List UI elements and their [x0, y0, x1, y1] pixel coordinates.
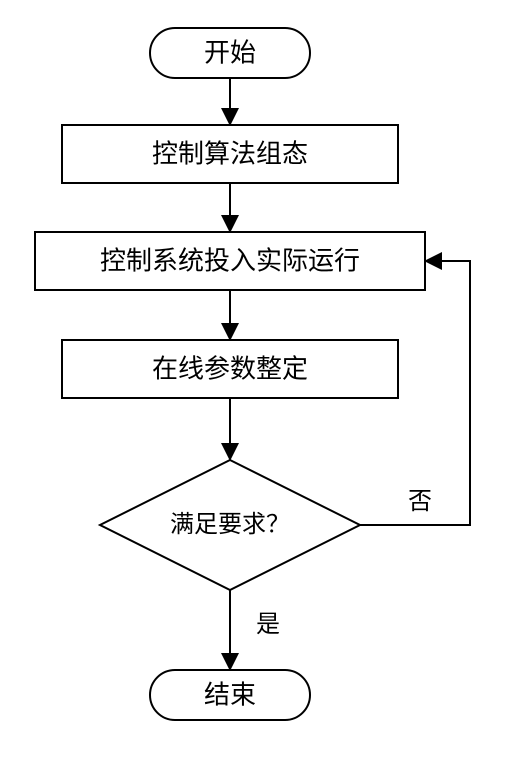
step1-label: 控制算法组态 — [152, 140, 308, 169]
decision-node: 满足要求？ — [100, 460, 360, 590]
edge-decision-yes: 是 — [230, 590, 280, 668]
yes-label: 是 — [256, 612, 280, 638]
step3-label: 在线参数整定 — [152, 355, 308, 384]
no-label: 否 — [408, 489, 432, 515]
flowchart-svg: 开始 控制算法组态 控制系统投入实际运行 在线参数整定 满足要求？ 否 是 结 — [20, 20, 510, 760]
end-node: 结束 — [150, 670, 310, 720]
step2-node: 控制系统投入实际运行 — [35, 232, 425, 290]
start-node: 开始 — [150, 28, 310, 78]
end-label: 结束 — [204, 681, 256, 710]
decision-label: 满足要求？ — [170, 511, 290, 538]
start-label: 开始 — [204, 39, 256, 68]
step3-node: 在线参数整定 — [62, 340, 398, 398]
step1-node: 控制算法组态 — [62, 125, 398, 183]
step2-label: 控制系统投入实际运行 — [100, 247, 360, 276]
